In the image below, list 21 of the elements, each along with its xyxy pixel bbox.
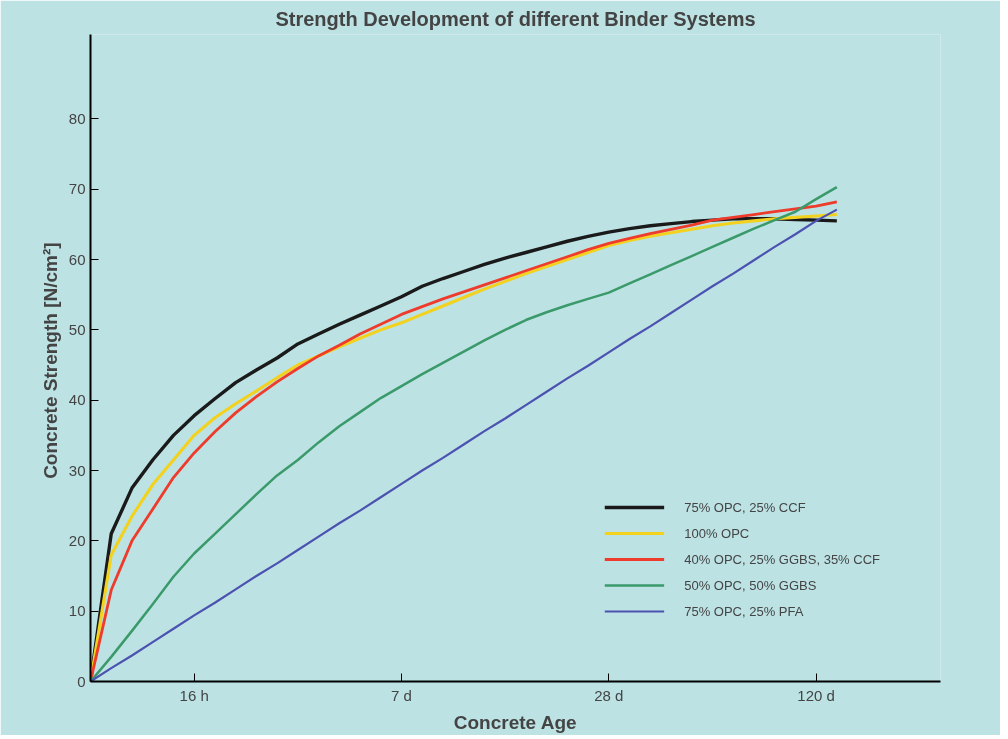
x-axis-title: Concrete Age — [453, 711, 577, 733]
y-tick-label: 70 — [68, 180, 86, 198]
x-tick-label: 16 h — [179, 686, 209, 704]
y-tick-label: 0 — [77, 672, 86, 690]
y-tick-label: 80 — [68, 109, 86, 127]
x-tick-label: 120 d — [797, 686, 835, 704]
x-tick-label: 7 d — [391, 686, 412, 704]
legend-label: 40% OPC, 25% GGBS, 35% CCF — [684, 551, 880, 567]
y-axis-title: Concrete Strength [N/cm²] — [39, 242, 61, 479]
legend-label: 100% OPC — [684, 525, 750, 541]
x-tick-label: 28 d — [594, 686, 624, 704]
y-tick-label: 60 — [68, 250, 86, 268]
y-tick-label: 50 — [68, 320, 86, 338]
legend-label: 75% OPC, 25% CCF — [684, 499, 806, 515]
y-tick-label: 40 — [68, 391, 86, 409]
y-tick-label: 20 — [68, 531, 86, 549]
chart-title: Strength Development of different Binder Systems — [275, 7, 756, 30]
legend-label: 75% OPC, 25% PFA — [684, 603, 804, 619]
legend-label: 50% OPC, 50% GGBS — [684, 577, 817, 593]
y-tick-label: 30 — [68, 461, 86, 479]
y-tick-label: 10 — [68, 602, 86, 620]
